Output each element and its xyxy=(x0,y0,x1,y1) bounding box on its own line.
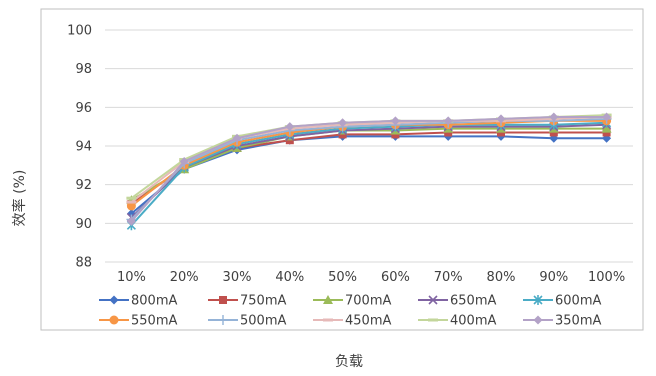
legend-label: 600mA xyxy=(555,294,601,309)
y-tick-label: 98 xyxy=(75,62,92,77)
x-tick-label: 20% xyxy=(170,270,199,285)
series-line-350ma xyxy=(130,116,607,223)
legend: 800mA 750mA 700mA 650mA 600mA 550mA 500mA 450mA… xyxy=(99,294,601,329)
legend-item-750ma: 750mA xyxy=(208,294,286,309)
chart-frame xyxy=(40,8,644,331)
legend-marker xyxy=(533,315,543,325)
legend-label: 350mA xyxy=(555,314,601,329)
legend-label: 500mA xyxy=(240,314,286,329)
legend-item-550ma: 550mA xyxy=(99,314,177,329)
x-tick-label: 60% xyxy=(381,270,410,285)
x-tick-label: 90% xyxy=(539,270,568,285)
series-350ma xyxy=(126,112,612,226)
legend-label: 450mA xyxy=(345,314,391,329)
data-point-550ma xyxy=(126,201,136,211)
legend-marker xyxy=(428,318,438,322)
data-point-350ma xyxy=(549,112,559,122)
legend-marker xyxy=(533,295,543,305)
legend-marker xyxy=(428,295,438,305)
legend-marker xyxy=(323,295,333,304)
x-tick-labels: 10% 20% 30% 40% 50% 60% 70% 80% 90% 100% xyxy=(117,270,625,285)
legend-marker xyxy=(109,295,119,305)
data-point-350ma xyxy=(126,216,136,226)
x-tick-label: 80% xyxy=(487,270,516,285)
legend-label: 400mA xyxy=(450,314,496,329)
y-tick-label: 88 xyxy=(75,256,92,271)
data-point-450ma xyxy=(126,200,137,204)
series-line-600ma xyxy=(130,121,607,226)
y-tick-label: 94 xyxy=(75,140,92,155)
data-point-350ma xyxy=(602,112,612,122)
legend-marker xyxy=(219,296,227,304)
y-tick-label: 92 xyxy=(75,178,92,193)
x-tick-label: 50% xyxy=(328,270,357,285)
legend-label: 750mA xyxy=(240,294,286,309)
legend-marker xyxy=(109,315,119,325)
legend-label: 700mA xyxy=(345,294,391,309)
data-point-350ma xyxy=(390,116,400,126)
data-point-350ma xyxy=(285,122,295,132)
x-tick-label: 30% xyxy=(223,270,252,285)
legend-marker xyxy=(218,315,228,325)
x-tick-label: 10% xyxy=(117,270,146,285)
legend-marker xyxy=(323,318,333,322)
gridlines xyxy=(105,29,633,263)
data-point-350ma xyxy=(232,133,242,143)
y-tick-label: 90 xyxy=(75,217,92,232)
data-point-350ma xyxy=(179,156,189,166)
y-tick-label: 100 xyxy=(67,24,92,39)
legend-item-450ma: 450mA xyxy=(313,314,391,329)
x-axis-title: 负载 xyxy=(335,354,363,370)
legend-item-600ma: 600mA xyxy=(523,294,601,309)
x-tick-label: 70% xyxy=(434,270,463,285)
x-tick-label: 100% xyxy=(588,270,625,285)
y-tick-label: 96 xyxy=(75,101,92,116)
legend-label: 800mA xyxy=(131,294,177,309)
legend-item-400ma: 400mA xyxy=(418,314,496,329)
data-point-400ma xyxy=(126,196,137,200)
legend-item-650ma: 650mA xyxy=(418,294,496,309)
legend-label: 650mA xyxy=(450,294,496,309)
legend-label: 550mA xyxy=(131,314,177,329)
data-point-350ma xyxy=(338,118,348,128)
legend-item-500ma: 500mA xyxy=(208,314,286,329)
y-tick-labels: 88 90 92 94 96 98 100 xyxy=(67,24,92,271)
x-tick-label: 40% xyxy=(275,270,304,285)
data-point-350ma xyxy=(496,114,506,124)
y-axis-title: 效率 (%) xyxy=(11,170,28,227)
legend-item-700ma: 700mA xyxy=(313,294,391,309)
data-point-700ma xyxy=(601,123,612,133)
legend-item-350ma: 350mA xyxy=(523,314,601,329)
data-point-350ma xyxy=(443,116,453,126)
legend-item-800ma: 800mA xyxy=(99,294,177,309)
series-lines xyxy=(126,112,612,231)
